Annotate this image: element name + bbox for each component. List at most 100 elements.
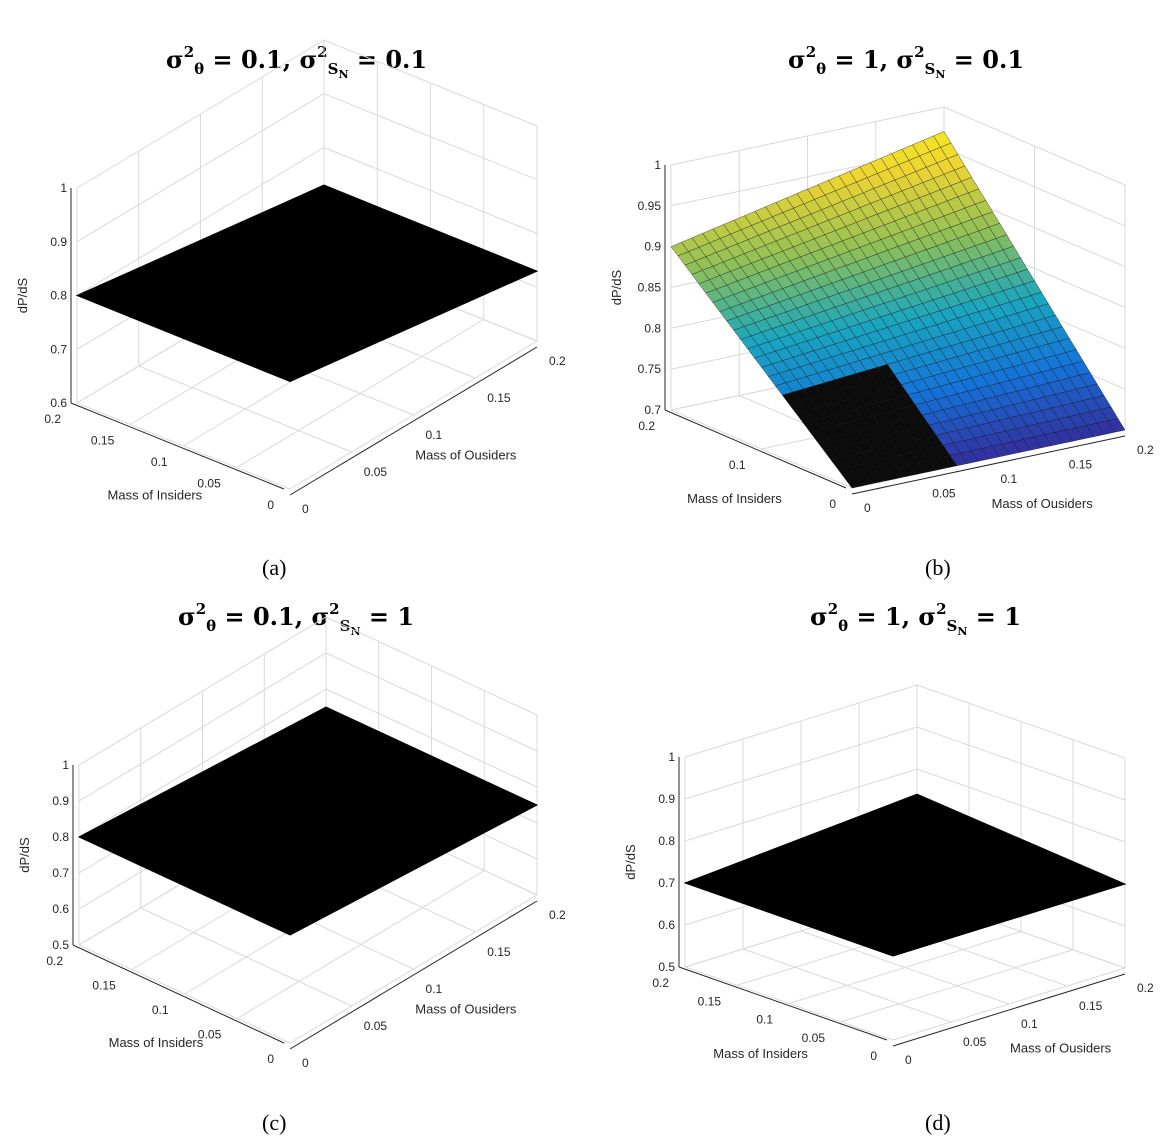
y-tick-label: 0 — [870, 1049, 877, 1063]
x-tick-label: 0.15 — [487, 945, 511, 959]
y-axis-line — [664, 409, 847, 489]
wall-gridline — [684, 768, 1126, 843]
y-tick-label: 0.05 — [198, 1028, 222, 1042]
z-tick-label: 0.8 — [644, 321, 661, 335]
x-tick-label: 0.2 — [1137, 443, 1154, 457]
y-tick-label: 0.1 — [756, 1013, 773, 1027]
x-tick-label: 0 — [302, 1056, 309, 1070]
z-tick-label: 0.9 — [644, 240, 661, 254]
z-tick-label: 0.9 — [50, 235, 67, 249]
y-axis-line — [72, 944, 285, 1044]
wall-gridline — [76, 146, 538, 296]
y-tick-label: 0.15 — [91, 434, 115, 448]
title-d: σ2θ = 1, σ2SN = 1 — [810, 600, 1021, 638]
chart-d: 0 0.05 0.1 0.15 0.2 0 0.05 0.1 0.15 0.2 0.5 0.6 0.7 0… — [623, 684, 1154, 1067]
y-axis-line — [678, 966, 888, 1041]
x-tick-label: 0.1 — [1021, 1017, 1038, 1031]
y-tick-label: 0.15 — [92, 979, 116, 993]
floor-gridline — [236, 870, 485, 1019]
floor-gridline — [840, 949, 1074, 1023]
z-tick-label: 0.7 — [644, 403, 661, 417]
x-tick-label: 0 — [905, 1053, 912, 1067]
wall-gridline — [76, 39, 538, 189]
floor-gridline — [289, 894, 538, 1044]
y-tick-label: 0.2 — [46, 954, 63, 968]
x-tick-label: 0.2 — [1137, 981, 1154, 995]
z-tick-label: 0.7 — [52, 866, 69, 880]
y-tick-label: 0.05 — [802, 1031, 826, 1045]
x-tick-label: 0.2 — [549, 908, 566, 922]
z-tick-label: 1 — [654, 158, 661, 172]
x-axis-label: Mass of Ousiders — [415, 1002, 517, 1017]
surface-patch — [683, 793, 1127, 957]
chart-b: 0 0.05 0.1 0.15 0.2 0 0.1 0.2 0.7 0.75 0.8 0.85 0.9 0… — [609, 106, 1154, 515]
surface-patch — [77, 706, 539, 936]
x-tick-label: 0.05 — [364, 465, 388, 479]
z-tick-label: 0.8 — [658, 834, 675, 848]
x-tick-label: 0.15 — [1069, 458, 1093, 472]
wall-gridline — [78, 616, 538, 766]
x-tick-label: 0.2 — [549, 354, 566, 368]
z-tick-label: 0.6 — [52, 902, 69, 916]
z-tick-label: 0.5 — [52, 938, 69, 952]
surface-b — [670, 131, 1126, 489]
z-axis-label: dP/dS — [609, 269, 624, 305]
z-tick-label: 0.7 — [50, 342, 67, 356]
z-tick-label: 1 — [668, 750, 675, 764]
surface-a — [75, 184, 539, 383]
y-tick-label: 0.15 — [698, 994, 722, 1008]
y-tick-label: 0.1 — [729, 458, 746, 472]
x-tick-label: 0.05 — [963, 1035, 987, 1049]
chart-a: 0 0.05 0.1 0.15 0.2 0 0.05 0.1 0.15 0.2 0.6 0.7 0.8 0… — [15, 39, 566, 516]
z-tick-label: 0.6 — [50, 396, 67, 410]
wall-gridline — [78, 652, 538, 802]
floor-gridline — [236, 319, 485, 468]
y-tick-label: 0.2 — [652, 976, 669, 990]
x-axis-label: Mass of Ousiders — [992, 496, 1094, 511]
y-tick-label: 0.1 — [151, 455, 168, 469]
title-a: σ2θ = 0.1, σ2SN = 0.1 — [166, 43, 428, 81]
x-tick-label: 0.1 — [426, 428, 443, 442]
z-tick-label: 0.75 — [638, 362, 662, 376]
y-axis-label: Mass of Insiders — [687, 491, 782, 506]
x-axis-line — [289, 346, 538, 496]
x-tick-label: 0.1 — [426, 982, 443, 996]
z-tick-label: 0.95 — [638, 199, 662, 213]
x-axis-line — [892, 973, 1126, 1047]
floor-gridline — [892, 967, 1126, 1041]
y-axis-line — [70, 402, 285, 490]
title-b: σ2θ = 1, σ2SN = 0.1 — [788, 43, 1025, 81]
y-tick-label: 0.05 — [197, 477, 221, 491]
z-axis-label: dP/dS — [623, 844, 638, 880]
x-tick-label: 0.05 — [932, 487, 956, 501]
y-tick-label: 0.2 — [638, 419, 655, 433]
y-tick-label: 0.1 — [152, 1003, 169, 1017]
y-tick-label: 0 — [267, 498, 274, 512]
x-axis-line — [289, 900, 538, 1050]
surface-d — [683, 793, 1127, 957]
x-tick-label: 0 — [864, 501, 871, 515]
wall-gridline — [670, 106, 1126, 186]
title-c: σ2θ = 0.1, σ2SN = 1 — [178, 600, 415, 638]
wall-gridline — [78, 688, 538, 838]
z-tick-label: 1 — [62, 758, 69, 772]
wall-gridline — [684, 726, 1126, 801]
caption-d: (d) — [925, 1110, 951, 1135]
z-tick-label: 0.8 — [52, 830, 69, 844]
z-tick-label: 0.9 — [658, 792, 675, 806]
floor-gridline — [289, 340, 538, 490]
floor-gridline — [788, 931, 1022, 1004]
z-tick-label: 0.7 — [658, 876, 675, 890]
caption-a: (a) — [262, 555, 287, 580]
chart-c: 0 0.05 0.1 0.15 0.2 0 0.05 0.1 0.15 0.2 0.5 0.6 0.7 0… — [17, 616, 566, 1070]
z-tick-label: 1 — [60, 181, 67, 195]
x-axis-label: Mass of Ousiders — [415, 448, 517, 463]
surface-patch — [75, 184, 539, 383]
x-tick-label: 0.15 — [487, 391, 511, 405]
x-axis-label: Mass of Ousiders — [1010, 1040, 1112, 1055]
caption-b: (b) — [925, 555, 951, 580]
y-axis-label: Mass of Insiders — [713, 1046, 808, 1061]
z-axis-label: dP/dS — [17, 837, 32, 873]
x-axis-line — [851, 435, 1126, 495]
